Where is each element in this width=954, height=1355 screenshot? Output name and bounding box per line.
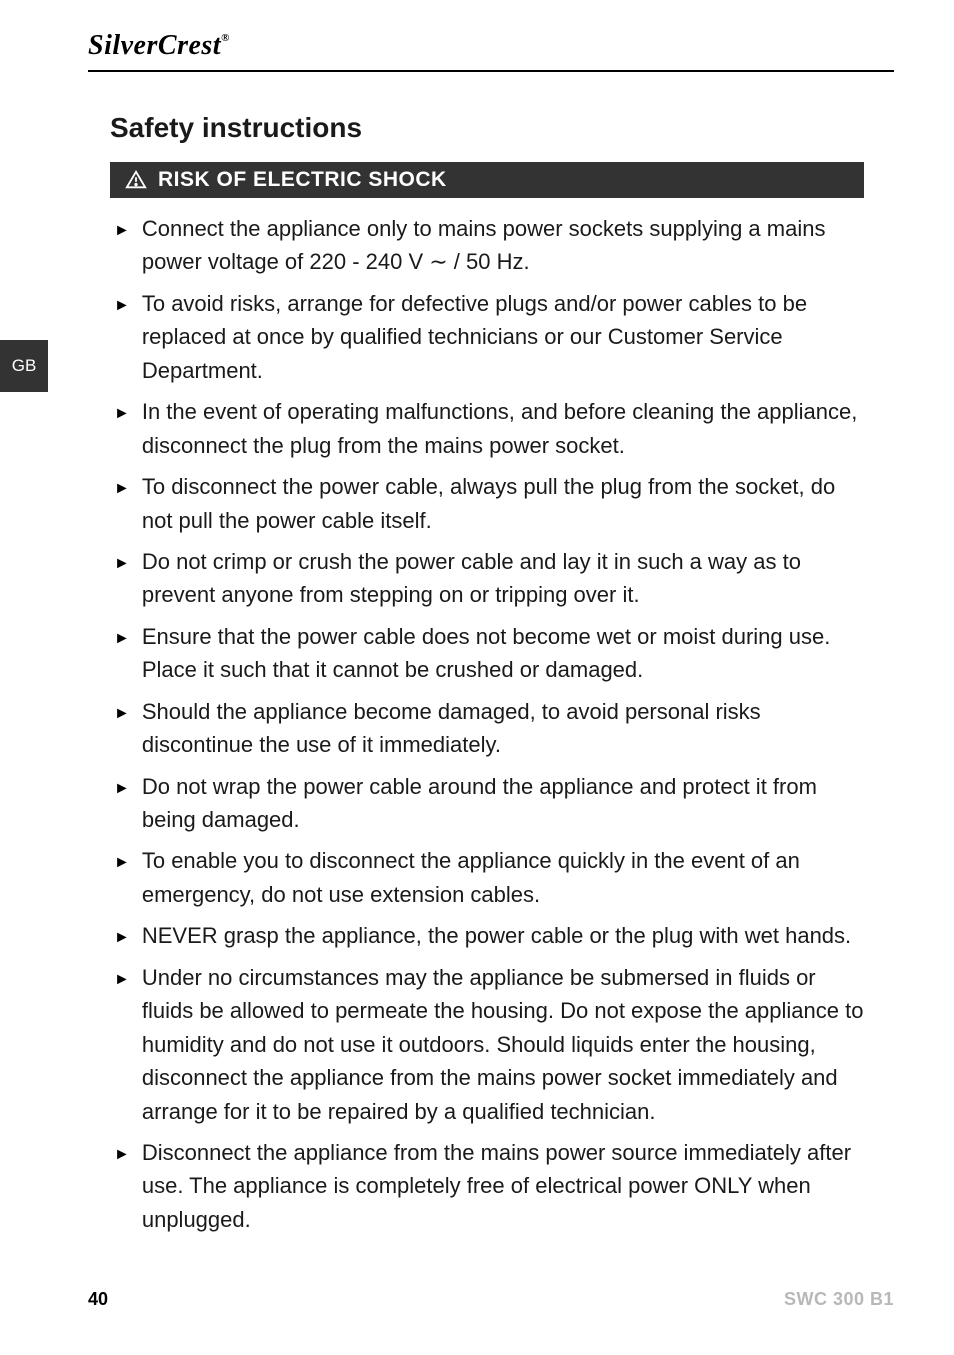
bullet-marker-icon: ► (114, 294, 130, 318)
registered-symbol: ® (221, 32, 230, 44)
page-number: 40 (88, 1289, 108, 1310)
warning-text: RISK OF ELECTRIC SHOCK (158, 168, 447, 192)
bullet-marker-icon: ► (114, 702, 130, 726)
content-area: Safety instructions RISK OF ELECTRIC SHO… (110, 112, 864, 1236)
bullet-text: Under no circumstances may the appliance… (142, 961, 864, 1128)
bullet-text: NEVER grasp the appliance, the power cab… (142, 919, 851, 952)
list-item: ► Connect the appliance only to mains po… (114, 212, 864, 279)
bullet-marker-icon: ► (114, 1143, 130, 1167)
language-tab: GB (0, 340, 48, 392)
bullet-text: Disconnect the appliance from the mains … (142, 1136, 864, 1236)
list-item: ► To disconnect the power cable, always … (114, 470, 864, 537)
warning-banner: RISK OF ELECTRIC SHOCK (110, 162, 864, 198)
model-number: SWC 300 B1 (784, 1289, 894, 1310)
bullet-text: Connect the appliance only to mains powe… (142, 212, 864, 279)
bullet-text: To disconnect the power cable, always pu… (142, 470, 864, 537)
bullet-text: Should the appliance become damaged, to … (142, 695, 864, 762)
list-item: ► In the event of operating malfunctions… (114, 395, 864, 462)
warning-triangle-icon (124, 168, 148, 192)
list-item: ► Disconnect the appliance from the main… (114, 1136, 864, 1236)
list-item: ► Do not wrap the power cable around the… (114, 770, 864, 837)
brand-logo: SilverCrest® (88, 30, 894, 62)
header-divider (88, 70, 894, 72)
brand-part1: Silver (88, 30, 158, 61)
page-footer: 40 SWC 300 B1 (88, 1289, 894, 1310)
list-item: ► Do not crimp or crush the power cable … (114, 545, 864, 612)
list-item: ► To enable you to disconnect the applia… (114, 844, 864, 911)
bullet-text: To avoid risks, arrange for defective pl… (142, 287, 864, 387)
bullet-marker-icon: ► (114, 552, 130, 576)
list-item: ► Should the appliance become damaged, t… (114, 695, 864, 762)
brand-part2: Crest (158, 30, 221, 61)
language-label: GB (12, 356, 37, 376)
bullet-marker-icon: ► (114, 926, 130, 950)
bullet-marker-icon: ► (114, 627, 130, 651)
bullet-marker-icon: ► (114, 219, 130, 243)
list-item: ► NEVER grasp the appliance, the power c… (114, 919, 864, 952)
section-heading: Safety instructions (110, 112, 864, 144)
bullet-marker-icon: ► (114, 477, 130, 501)
list-item: ► Under no circumstances may the applian… (114, 961, 864, 1128)
bullet-text: Ensure that the power cable does not bec… (142, 620, 864, 687)
bullet-text: In the event of operating malfunctions, … (142, 395, 864, 462)
bullet-marker-icon: ► (114, 402, 130, 426)
bullet-marker-icon: ► (114, 968, 130, 992)
list-item: ► To avoid risks, arrange for defective … (114, 287, 864, 387)
bullet-text: Do not wrap the power cable around the a… (142, 770, 864, 837)
manual-page: SilverCrest® GB Safety instructions RISK… (0, 0, 954, 1355)
bullet-marker-icon: ► (114, 851, 130, 875)
bullet-list: ► Connect the appliance only to mains po… (110, 212, 864, 1236)
bullet-text: Do not crimp or crush the power cable an… (142, 545, 864, 612)
bullet-marker-icon: ► (114, 777, 130, 801)
list-item: ► Ensure that the power cable does not b… (114, 620, 864, 687)
bullet-text: To enable you to disconnect the applianc… (142, 844, 864, 911)
